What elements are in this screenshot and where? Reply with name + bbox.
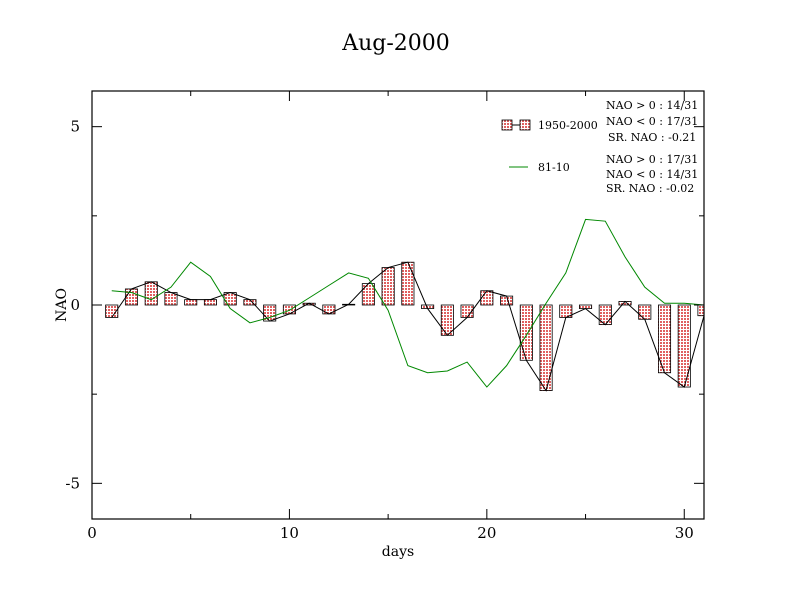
y-tick-label: -5 bbox=[65, 474, 80, 492]
stat-nao-negative-1950-2000: NAO < 0 : 17/31 bbox=[606, 115, 698, 128]
x-tick-label: 0 bbox=[87, 524, 97, 542]
axis-ticks: 0 10 20 30 -5 0 5 bbox=[65, 91, 704, 542]
bars-layer bbox=[105, 261, 704, 391]
bar-day-20 bbox=[480, 290, 494, 306]
bar-day-6 bbox=[203, 299, 217, 306]
bar-day-10 bbox=[282, 304, 296, 315]
bar-day-2 bbox=[124, 288, 139, 306]
bar-day-29 bbox=[657, 304, 672, 374]
bar-day-3 bbox=[144, 281, 158, 306]
bar-day-31 bbox=[697, 304, 704, 317]
y-axis-label: NAO bbox=[54, 288, 70, 322]
bar-day-22 bbox=[519, 304, 533, 361]
legend-label-81-10: 81-10 bbox=[538, 161, 570, 174]
legend-label-1950-2000: 1950-2000 bbox=[538, 119, 598, 132]
x-tick-label: 20 bbox=[477, 524, 496, 542]
lines-layer bbox=[111, 218, 704, 392]
bar-day-16 bbox=[401, 261, 415, 306]
x-axis-label: days bbox=[382, 544, 414, 560]
legend-bar-swatch-right bbox=[519, 119, 531, 131]
bar-day-30 bbox=[677, 304, 691, 388]
chart-title: Aug-2000 bbox=[341, 31, 450, 56]
bar-day-14 bbox=[361, 283, 375, 306]
x-tick-label: 30 bbox=[675, 524, 694, 542]
stat-nao-positive-1950-2000: NAO > 0 : 14/31 bbox=[606, 99, 698, 112]
bar-day-18 bbox=[440, 304, 454, 336]
bar-day-12 bbox=[322, 304, 336, 315]
series-line-81-10 bbox=[111, 218, 704, 388]
bar-day-15 bbox=[381, 267, 395, 306]
bar-day-28 bbox=[638, 304, 652, 320]
stat-nao-negative-81-10: NAO < 0 : 14/31 bbox=[606, 168, 698, 181]
bar-day-5 bbox=[184, 299, 198, 306]
y-tick-label: 5 bbox=[70, 118, 80, 136]
y-tick-label: 0 bbox=[70, 296, 80, 314]
legend: 1950-2000 81-10 NAO > 0 : 14/31 NAO < 0 … bbox=[501, 99, 698, 195]
series-line-1950-2000 bbox=[111, 261, 704, 392]
x-tick-label: 10 bbox=[280, 524, 299, 542]
bar-day-23 bbox=[539, 304, 553, 391]
stat-nao-positive-81-10: NAO > 0 : 17/31 bbox=[606, 153, 698, 166]
legend-bar-swatch-left bbox=[501, 119, 513, 131]
stat-sr-nao-81-10: SR. NAO : -0.02 bbox=[606, 182, 694, 195]
stat-sr-nao-1950-2000: SR. NAO : -0.21 bbox=[608, 131, 696, 144]
